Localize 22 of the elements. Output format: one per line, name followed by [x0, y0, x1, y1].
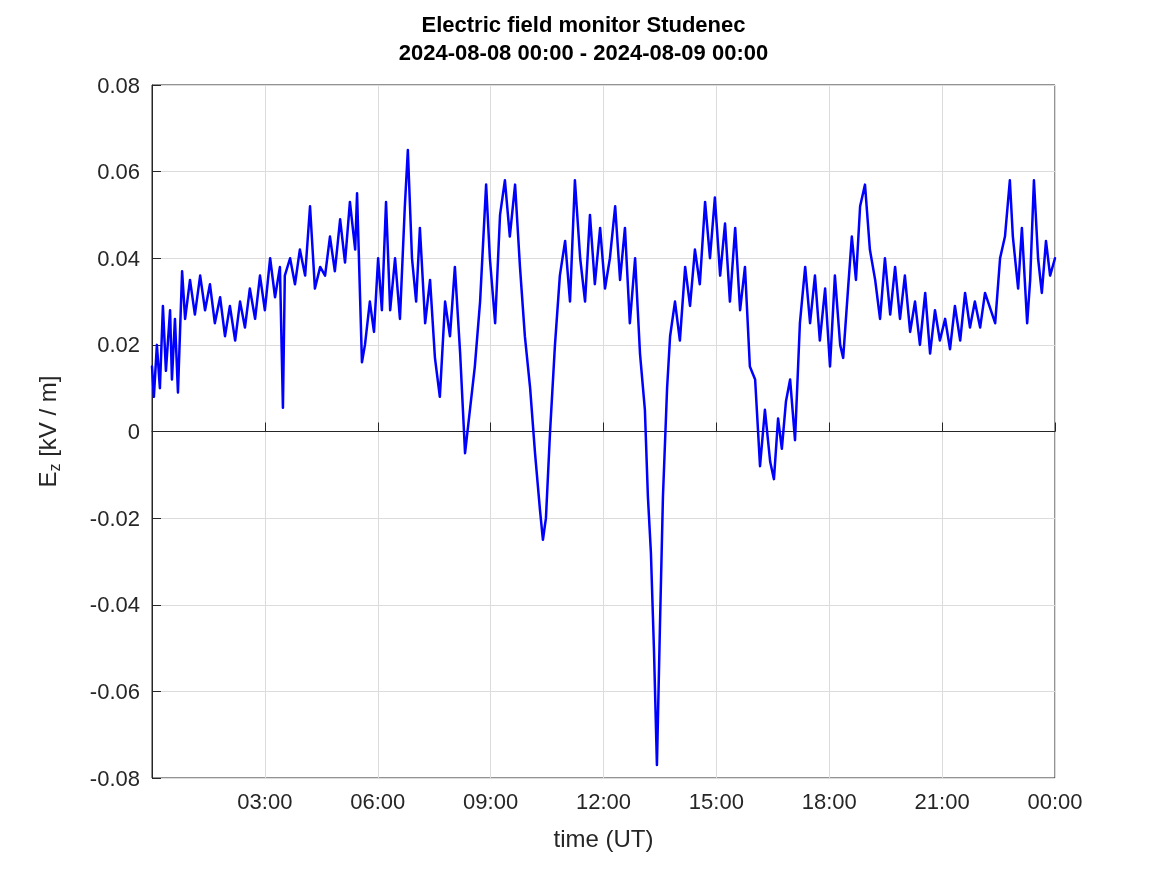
y-axis-title: Ez [kV / m]	[33, 375, 63, 488]
y-tick-label: 0	[127, 419, 140, 444]
y-tick-label: -0.02	[89, 505, 140, 531]
chart-title: Electric field monitor Studenec	[421, 11, 746, 37]
y-tick-label: 0.06	[97, 159, 140, 185]
x-axis-title: time (UT)	[553, 824, 654, 852]
x-tick-label: 12:00	[575, 788, 632, 814]
chart-subtitle: 2024-08-08 00:00 - 2024-08-09 00:00	[398, 39, 769, 65]
y-tick-label: -0.04	[89, 592, 140, 618]
y-tick-label: 0.04	[97, 245, 140, 271]
line-series	[150, 148, 1057, 767]
x-tick-label: 15:00	[688, 788, 744, 814]
x-tick-label: 09:00	[463, 788, 519, 814]
y-tick-label: -0.06	[89, 678, 140, 704]
y-tick-label: 0.02	[97, 332, 140, 358]
x-tick-label: 18:00	[801, 788, 857, 814]
x-tick-label: 00:00	[1027, 788, 1083, 814]
y-tick-label: 0.08	[97, 72, 140, 98]
y-tick-label: -0.08	[89, 765, 140, 791]
x-tick-label: 03:00	[237, 788, 293, 814]
x-tick-label: 06:00	[350, 788, 406, 814]
x-tick-label: 21:00	[914, 788, 970, 814]
